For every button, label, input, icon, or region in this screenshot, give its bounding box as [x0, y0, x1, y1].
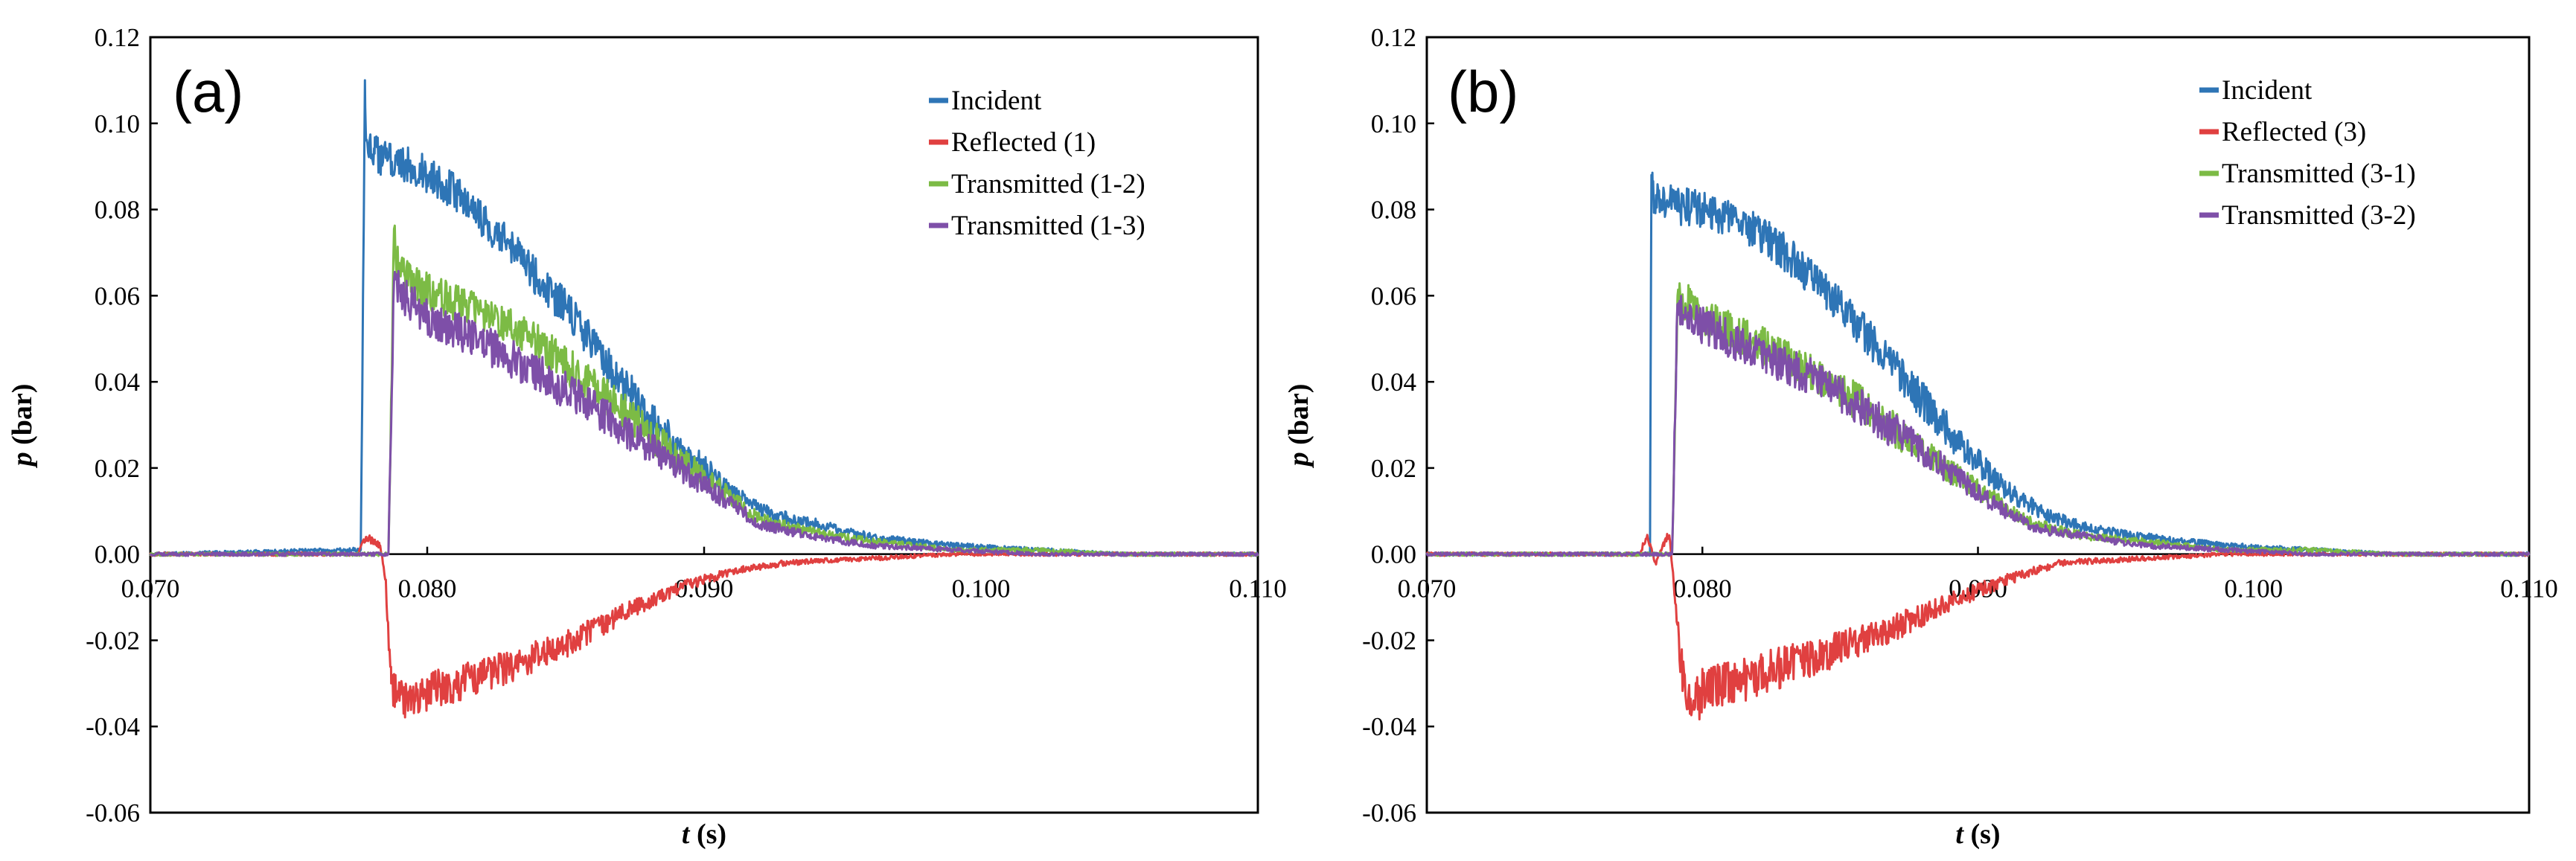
x-tick-label: 0.100: [952, 574, 1011, 604]
x-tick-label: 0.100: [2224, 574, 2283, 604]
x-tick-label: 0.080: [398, 574, 457, 604]
panel-label: (b): [1448, 59, 1518, 124]
y-axis-label: p (bar): [1283, 384, 1314, 469]
y-tick-label: -0.02: [1362, 626, 1416, 655]
y-axis-label: p (bar): [7, 384, 38, 469]
plot-frame: [149, 36, 1259, 814]
legend-label: Incident: [2222, 75, 2313, 106]
series-line-3: [149, 224, 1259, 557]
y-tick-label: 0.10: [95, 109, 140, 138]
chart-panel-0: 0.12 0.10 0.08 0.06 0.04 0.02 0.00 -0.02 -0.04 -0…: [7, 23, 1287, 850]
y-tick-label: 0.08: [1371, 196, 1416, 225]
y-tick-label: 0.04: [1371, 368, 1416, 397]
legend-label: Transmitted (1-3): [951, 211, 1145, 241]
x-axis-label: t (s): [682, 819, 726, 850]
panel-label: (a): [173, 59, 243, 124]
series-line-4: [149, 269, 1259, 557]
x-tick-label: 0.070: [1398, 574, 1457, 604]
y-tick-label: -0.04: [1362, 712, 1416, 741]
y-tick-label: 0.06: [95, 281, 140, 310]
y-tick-label: 0.00: [1371, 540, 1416, 569]
y-tick-label: 0.08: [95, 196, 140, 225]
y-tick-label: 0.12: [1371, 23, 1416, 52]
legend-label: Reflected (3): [2222, 117, 2366, 147]
series-line-3: [1425, 282, 2531, 557]
x-tick-label: 0.110: [1229, 574, 1286, 604]
chart-panel-1: 0.12 0.10 0.08 0.06 0.04 0.02 0.00 -0.02 -0.04 -0…: [1283, 23, 2558, 850]
plot-frame: [1425, 36, 2531, 814]
y-tick-label: 0.10: [1371, 109, 1416, 138]
y-tick-label: -0.06: [86, 798, 140, 828]
legend: Incident Reflected (3) Transmitted (3-1) Tr…: [2199, 75, 2416, 231]
legend-label: Reflected (1): [951, 127, 1096, 158]
legend-label: Transmitted (1-2): [951, 169, 1145, 199]
y-tick-label: 0.02: [1371, 454, 1416, 483]
y-tick-label: -0.04: [86, 712, 140, 741]
y-tick-label: 0.04: [95, 368, 140, 397]
legend-label: Incident: [951, 86, 1042, 116]
y-tick-label: 0.12: [95, 23, 140, 52]
y-tick-label: 0.06: [1371, 281, 1416, 310]
y-tick-label: -0.06: [1362, 798, 1416, 828]
y-tick-label: 0.02: [95, 454, 140, 483]
legend: Incident Reflected (1) Transmitted (1-2) Tr…: [929, 86, 1145, 241]
x-tick-label: 0.080: [1673, 574, 1732, 604]
legend-label: Transmitted (3-1): [2222, 159, 2416, 189]
series-line-4: [1425, 295, 2531, 557]
x-tick-label: 0.110: [2500, 574, 2557, 604]
series-line-2: [149, 534, 1259, 719]
x-tick-label: 0.070: [121, 574, 180, 604]
series-line-2: [1426, 533, 2530, 721]
y-tick-label: -0.02: [86, 626, 140, 655]
y-tick-label: 0.00: [95, 540, 140, 569]
x-axis-label: t (s): [1955, 819, 2000, 850]
legend-label: Transmitted (3-2): [2222, 200, 2416, 231]
